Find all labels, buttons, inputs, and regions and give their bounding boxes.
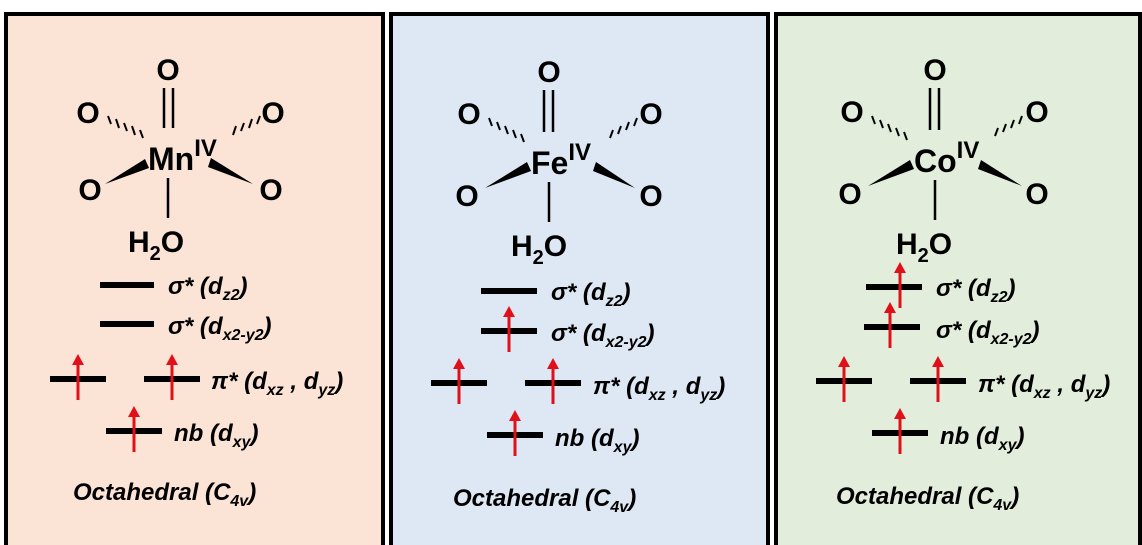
- level-label-pi: π* (dxz , dyz): [211, 368, 343, 399]
- level-bar-dx2y2: [864, 324, 920, 330]
- ligand-upper-left: O: [840, 96, 863, 129]
- level-label-dx2y2: σ* (dx2-y2): [551, 320, 655, 351]
- ligand-lower-right: O: [259, 174, 282, 207]
- level-label-pi: π* (dxz , dyz): [593, 373, 725, 404]
- ligand-upper-left: O: [76, 97, 99, 130]
- geometry-label: Octahedral (C4v): [836, 483, 1019, 514]
- electron-dxy: [894, 408, 906, 454]
- mn-energy-levels: σ* (dz2) σ* (dx2-y2) π* (dxz , dyz) nb (…: [50, 273, 343, 452]
- level-bar-dz2: [481, 288, 537, 294]
- water-h: H: [128, 226, 150, 259]
- water-subscript: 2: [918, 245, 929, 267]
- level-label-pi: π* (dxz , dyz): [978, 371, 1110, 402]
- metal-symbol: Fe: [531, 145, 568, 181]
- ligand-lower-right: O: [1025, 178, 1048, 211]
- co-complex-structure: O O O CoIV O O H2O: [838, 54, 1048, 267]
- ligand-lower-left: O: [455, 180, 478, 213]
- level-label-dx2y2: σ* (dx2-y2): [168, 313, 272, 344]
- hashed-bond-left: [107, 115, 144, 139]
- metal-center: CoIV: [914, 137, 979, 179]
- ligand-axial-water: H2O: [128, 226, 184, 265]
- electron-dxz: [72, 354, 84, 400]
- panel-fe-diagram: O O O FeIV O O H2O σ* (dz2): [431, 56, 725, 516]
- ligand-upper-right: O: [261, 97, 284, 130]
- wedge-bond-right: [593, 162, 635, 188]
- ligand-top: O: [923, 54, 946, 87]
- hashed-bond-right: [609, 117, 638, 139]
- metal-symbol: Co: [914, 143, 957, 179]
- electron-dz2: [894, 262, 906, 308]
- level-label-dx2y2: σ* (dx2-y2): [936, 317, 1040, 348]
- level-label-dz2: σ* (dz2): [936, 275, 1016, 306]
- hashed-bond-right: [994, 115, 1023, 137]
- oxidation-state: IV: [957, 137, 980, 164]
- electron-dxy: [509, 410, 521, 456]
- electron-dxy: [128, 406, 140, 452]
- ligand-axial-water: H2O: [896, 228, 952, 267]
- water-o: O: [929, 228, 952, 261]
- level-bar-dx2y2: [100, 321, 154, 327]
- level-label-dz2: σ* (dz2): [551, 279, 631, 310]
- geometry-label: Octahedral (C4v): [453, 485, 636, 516]
- electron-dxz: [838, 356, 850, 402]
- level-label-nb: nb (dxy): [555, 425, 639, 456]
- level-bar-dz2: [100, 282, 154, 288]
- metal-center: FeIV: [531, 139, 591, 181]
- geometry-label: Octahedral (C4v): [73, 479, 256, 510]
- water-h: H: [511, 230, 533, 263]
- panel-co: O O O CoIV O O H2O σ* (dz2): [774, 12, 1142, 545]
- fe-complex-structure: O O O FeIV O O H2O: [455, 56, 662, 269]
- electron-dyz: [932, 356, 944, 402]
- electron-dx2y2: [503, 306, 515, 352]
- metal-center: MnIV: [148, 135, 217, 177]
- fe-energy-levels: σ* (dz2) σ* (dx2-y2) π* (dxz , dyz) nb (…: [431, 279, 725, 456]
- ligand-lower-right: O: [639, 180, 662, 213]
- ligand-top: O: [537, 56, 560, 89]
- water-o: O: [161, 226, 184, 259]
- hashed-bond-left: [488, 117, 525, 143]
- water-h: H: [896, 228, 918, 261]
- mn-complex-structure: O O O MnIV O O H2O: [76, 54, 284, 265]
- level-bar-dz2: [866, 284, 922, 290]
- electron-dyz: [166, 354, 178, 400]
- ligand-lower-left: O: [78, 174, 101, 207]
- panel-fe: O O O FeIV O O H2O σ* (dz2): [389, 12, 770, 545]
- ligand-axial-water: H2O: [511, 230, 567, 269]
- level-label-dz2: σ* (dz2): [168, 273, 248, 304]
- electron-dxz: [453, 358, 465, 404]
- ligand-lower-left: O: [838, 178, 861, 211]
- wedge-bond-left: [485, 162, 531, 188]
- level-label-nb: nb (dxy): [940, 423, 1024, 454]
- wedge-bond-left: [105, 159, 149, 184]
- water-subscript: 2: [150, 243, 161, 265]
- panel-mn: O O O MnIV O O H2O σ* (dz2) σ* (dx2-y2: [4, 12, 385, 545]
- oxidation-state: IV: [568, 139, 591, 166]
- ligand-upper-right: O: [639, 98, 662, 131]
- level-label-nb: nb (dxy): [174, 420, 258, 451]
- metal-symbol: Mn: [148, 141, 194, 177]
- hashed-bond-right: [232, 115, 261, 136]
- panel-co-diagram: O O O CoIV O O H2O σ* (dz2): [816, 54, 1110, 514]
- co-energy-levels: σ* (dz2) σ* (dx2-y2) π* (dxz , dyz) nb (…: [816, 262, 1110, 454]
- oxidation-state: IV: [194, 135, 217, 162]
- water-o: O: [544, 230, 567, 263]
- ligand-upper-left: O: [457, 98, 480, 131]
- electron-dx2y2: [884, 302, 896, 348]
- water-subscript: 2: [533, 247, 544, 269]
- electron-dyz: [547, 358, 559, 404]
- ligand-upper-right: O: [1025, 96, 1048, 129]
- ligand-top: O: [156, 54, 179, 87]
- wedge-bond-right: [208, 158, 253, 184]
- wedge-bond-right: [978, 160, 1022, 186]
- panel-mn-diagram: O O O MnIV O O H2O σ* (dz2) σ* (dx2-y2: [50, 54, 343, 510]
- wedge-bond-left: [868, 160, 914, 186]
- hashed-bond-left: [871, 115, 908, 141]
